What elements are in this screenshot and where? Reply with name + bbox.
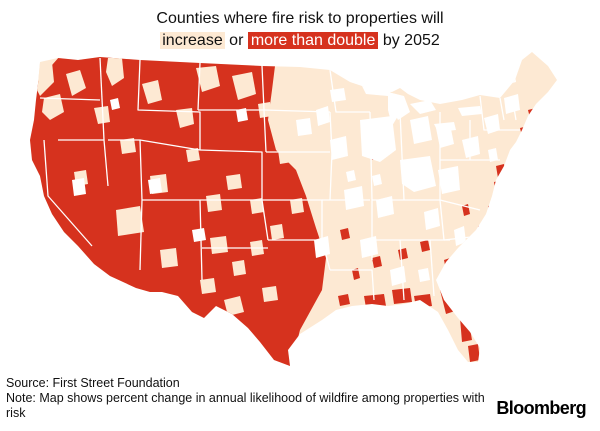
title-line-1: Counties where fire risk to properties w…	[156, 10, 444, 27]
legend-increase: increase	[160, 32, 225, 49]
note-text: Note: Map shows percent change in annual…	[6, 391, 485, 420]
region-west-more-than-double	[30, 54, 326, 366]
source-note: Source: First Street Foundation Note: Ma…	[6, 376, 506, 421]
west-increase-patches	[34, 58, 304, 316]
great-lakes	[362, 86, 482, 132]
map-title: Counties where fire risk to properties w…	[0, 8, 600, 52]
legend-more-than-double: more than double	[247, 32, 379, 49]
title-or: or	[224, 32, 248, 49]
title-line-2: increase or more than double by 2052	[0, 30, 600, 52]
west-no-change-patches	[72, 98, 248, 242]
title-suffix: by 2052	[378, 32, 440, 49]
bloomberg-logo: Bloomberg	[496, 398, 586, 418]
source-text: Source: First Street Foundation	[6, 376, 180, 390]
